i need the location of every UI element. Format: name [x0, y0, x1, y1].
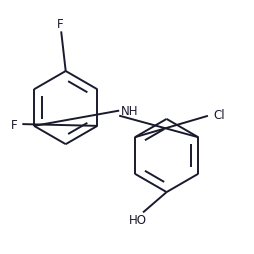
Text: HO: HO [129, 213, 147, 226]
Text: F: F [57, 18, 64, 31]
Text: NH: NH [120, 105, 137, 118]
Text: F: F [11, 119, 18, 132]
Text: Cl: Cl [212, 108, 224, 121]
